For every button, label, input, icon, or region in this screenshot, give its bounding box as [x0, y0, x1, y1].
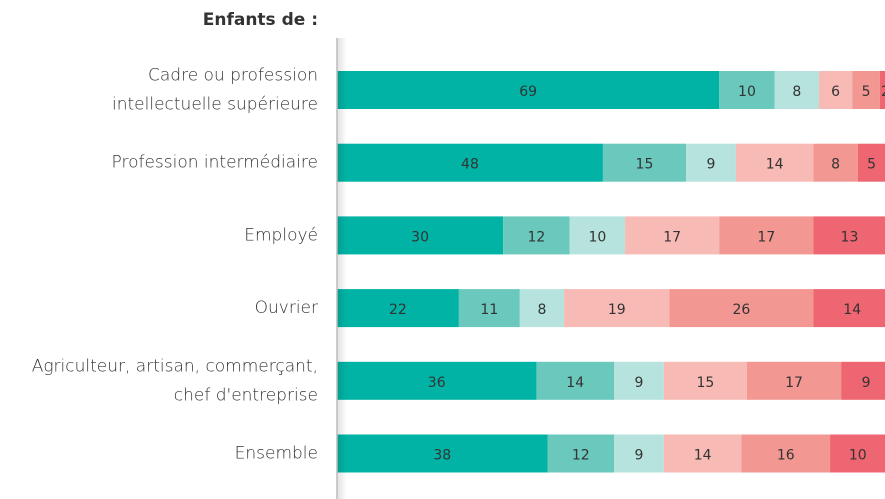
bar-segment	[813, 289, 885, 328]
value-label: 9	[706, 157, 715, 173]
bar-segment	[830, 434, 885, 473]
bar-segment	[337, 216, 504, 255]
bar-segment	[569, 216, 626, 255]
bar-segment	[337, 71, 720, 109]
category-label: Profession intermédiaire	[112, 153, 319, 173]
category-label: Employé	[244, 225, 318, 245]
bar-segment	[813, 143, 858, 182]
value-label: 26	[733, 302, 751, 318]
value-label: 5	[867, 157, 876, 173]
bar-segment	[774, 71, 819, 109]
bar-segment	[536, 361, 614, 400]
value-label: 5	[862, 84, 871, 100]
bar-segment	[719, 71, 775, 109]
axis-label: Enfants de :	[203, 10, 318, 30]
value-label: 14	[766, 157, 784, 173]
value-label: 9	[634, 448, 643, 464]
bar-segment	[719, 216, 814, 255]
bar-segment	[337, 361, 537, 400]
bar-segment	[614, 361, 664, 400]
bar-segment	[337, 143, 603, 182]
bar-segment	[669, 289, 814, 328]
bar-segment	[818, 71, 853, 109]
value-label: 11	[480, 302, 498, 318]
bar-segment	[813, 216, 885, 255]
bar-segment	[337, 289, 459, 328]
bar-segment	[337, 434, 548, 473]
value-label: 13	[841, 229, 859, 245]
value-label: 12	[528, 229, 546, 245]
category-label: Cadre ou profession intellectuelle supéri…	[112, 66, 318, 115]
value-label: 16	[777, 448, 795, 464]
bar-segment	[735, 143, 814, 182]
value-label: 36	[428, 375, 446, 391]
axis-shadow	[337, 38, 347, 499]
value-label: 17	[663, 229, 681, 245]
value-label: 10	[588, 229, 606, 245]
bar-segment	[841, 361, 885, 400]
value-label: 9	[862, 375, 871, 391]
value-label: 38	[433, 448, 451, 464]
value-label: 19	[608, 302, 626, 318]
value-label: 17	[785, 375, 803, 391]
value-label: 8	[792, 84, 801, 100]
value-label: 10	[849, 448, 867, 464]
value-label: 14	[566, 375, 584, 391]
value-label: 8	[831, 157, 840, 173]
value-label: 14	[843, 302, 861, 318]
value-label: 69	[519, 84, 537, 100]
bar-segment	[458, 289, 520, 328]
value-label: 14	[694, 448, 712, 464]
value-label: 6	[831, 84, 840, 100]
category-label: Ouvrier	[255, 298, 318, 318]
bar-segment	[663, 434, 742, 473]
value-label: 48	[461, 157, 479, 173]
value-label: 10	[738, 84, 756, 100]
bar-segment	[857, 143, 885, 182]
value-label: 30	[411, 229, 429, 245]
value-label: 9	[634, 375, 643, 391]
bar-segment	[741, 434, 831, 473]
bar-segment	[519, 289, 565, 328]
value-label: 2	[881, 84, 885, 100]
bar-segment	[663, 361, 747, 400]
bar-segment	[614, 434, 664, 473]
bar-segment	[686, 143, 736, 182]
bar-segment	[625, 216, 720, 255]
value-label: 15	[636, 157, 654, 173]
bar-segment	[879, 71, 885, 109]
category-label: Ensemble	[235, 444, 318, 464]
bar-segment	[746, 361, 842, 400]
value-label: 12	[572, 448, 590, 464]
bar-segment	[602, 143, 687, 182]
value-label: 22	[389, 302, 407, 318]
value-label: 8	[538, 302, 547, 318]
value-label: 17	[757, 229, 775, 245]
category-label: Agriculteur, artisan, commerçant, chef d'…	[32, 356, 318, 405]
bar-segment	[564, 289, 670, 328]
value-label: 15	[696, 375, 714, 391]
bar-segment	[547, 434, 614, 473]
bar-segment	[852, 71, 880, 109]
bar-segment	[503, 216, 570, 255]
